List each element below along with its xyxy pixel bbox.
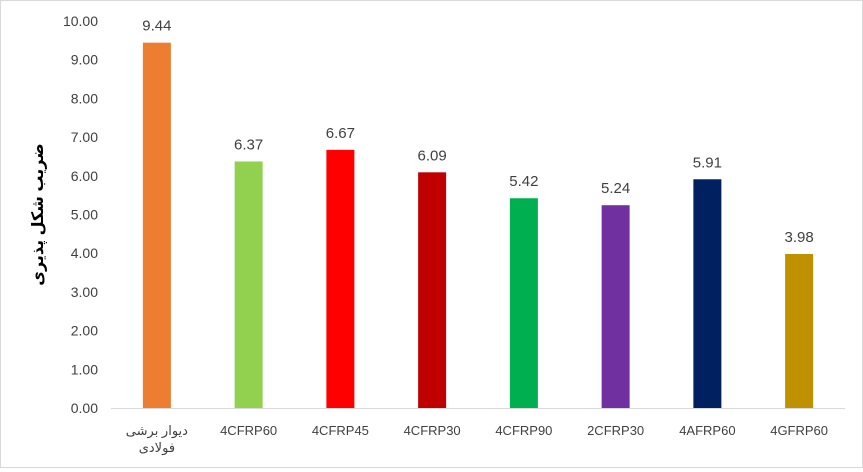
data-label: 5.24 [601, 180, 630, 197]
bar [142, 42, 171, 409]
y-tick-label: 4.00 [71, 245, 98, 261]
data-label: 3.98 [785, 229, 814, 246]
x-tick-label: 4CFRP30 [404, 423, 461, 438]
x-tick-label: 4AFRP60 [679, 423, 735, 438]
x-tick-label: دیوار برشی [126, 423, 188, 439]
y-tick-label: 8.00 [71, 90, 98, 106]
x-tick-label: 4CFRP60 [220, 423, 277, 438]
y-axis-title: ضریب شکل پذیری [30, 143, 48, 285]
data-label: 6.09 [418, 147, 447, 164]
y-tick-label: 10.00 [63, 13, 98, 29]
y-tick-label: 5.00 [71, 207, 98, 223]
x-tick-label: 4CFRP45 [312, 423, 369, 438]
y-tick-label: 2.00 [71, 323, 98, 339]
y-tick-label: 3.00 [71, 284, 98, 300]
y-axis-title-text: ضریب شکل پذیری [30, 143, 48, 285]
y-axis-ticks: 0.00 1.00 2.00 3.00 4.00 5.00 6.00 7.00 8.00 9.00… [63, 13, 98, 416]
bar [509, 198, 538, 408]
bar [601, 205, 630, 408]
y-tick-label: 7.00 [71, 129, 98, 145]
bars [142, 42, 814, 409]
y-tick-label: 6.00 [71, 168, 98, 184]
x-tick-label: 4CFRP90 [495, 423, 552, 438]
y-tick-label: 0.00 [71, 400, 98, 416]
bar [234, 161, 263, 408]
bar [326, 149, 355, 408]
x-tick-label: 2CFRP30 [587, 423, 644, 438]
data-label: 9.44 [142, 18, 171, 35]
bar [785, 253, 814, 408]
data-label: 6.67 [326, 125, 355, 142]
data-label: 5.42 [509, 173, 538, 190]
data-label: 6.37 [234, 136, 263, 153]
y-tick-label: 9.00 [71, 52, 98, 68]
x-tick-label: 4GFRP60 [770, 423, 828, 438]
bar [693, 179, 722, 408]
data-label: 5.91 [693, 154, 722, 171]
y-tick-label: 1.00 [71, 361, 98, 377]
x-tick-label: فولادی [139, 440, 175, 456]
data-labels: 9.44 6.37 6.67 6.09 5.42 5.24 5.91 3.98 [142, 18, 813, 246]
bar [418, 172, 447, 408]
